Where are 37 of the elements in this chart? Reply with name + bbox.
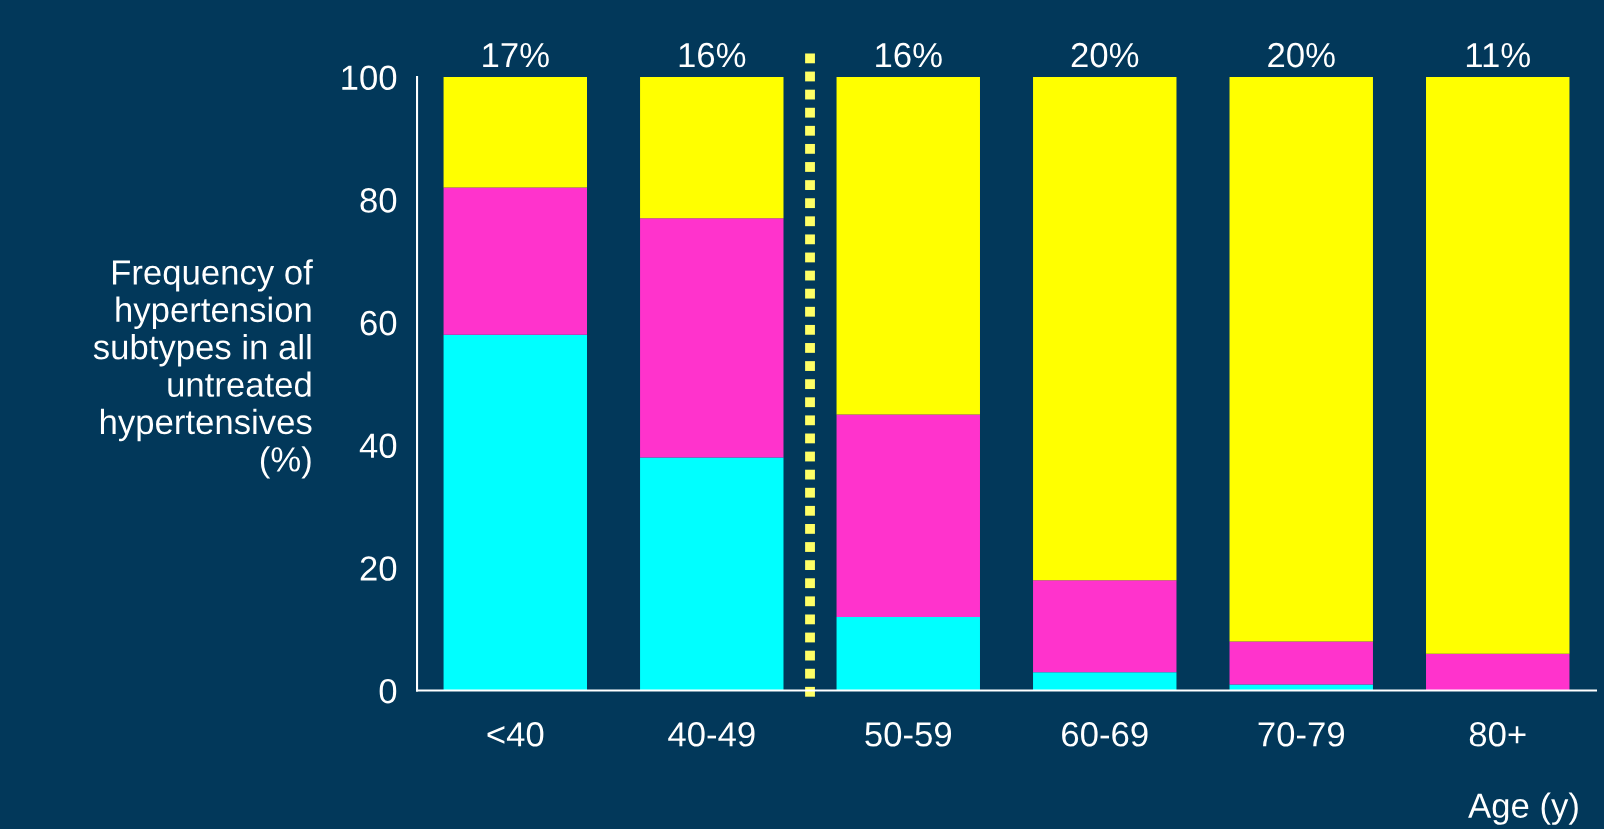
y-tick-label: 20 [360,556,397,581]
bar [1229,77,1373,642]
bar [1426,653,1570,691]
y-tick-label: 100 [342,65,397,91]
bar [1033,77,1177,581]
bar [1426,77,1570,654]
bar [1033,672,1177,691]
annotation: 11% [1466,43,1530,68]
annotation: 16% [679,42,746,68]
x-axis-title: Age (y) [1468,792,1578,825]
bar [640,218,784,458]
x-tick-label: 80+ [1469,722,1526,747]
y-tick-label: 40 [359,433,397,459]
y-tick-label: 60 [360,310,397,336]
y-tick-label: 80 [360,188,397,213]
bar [640,77,784,219]
x-tick-label: 60-69 [1062,722,1148,747]
y-axis-title: Frequency of hypertension subtypes in all untreated hypertensives (%) [93,259,313,479]
bar [443,77,587,188]
x-tick-label: <40 [487,722,544,747]
annotation: 20% [1071,42,1139,68]
bar [1229,641,1373,685]
bar [836,414,980,617]
x-tick-label: 40-49 [668,722,755,747]
bar [836,616,980,691]
bar [443,187,587,335]
y-tick-label: 0 [379,678,397,704]
bar [1229,684,1373,691]
annotation: 17% [483,43,549,68]
bar [443,334,587,691]
bar [1033,580,1177,673]
bar [836,77,980,415]
annotation: 16% [876,42,942,68]
x-tick-label: 50-59 [865,722,952,747]
annotation: 20% [1268,42,1335,68]
x-tick-label: 70-79 [1258,722,1345,747]
bar [640,457,784,691]
